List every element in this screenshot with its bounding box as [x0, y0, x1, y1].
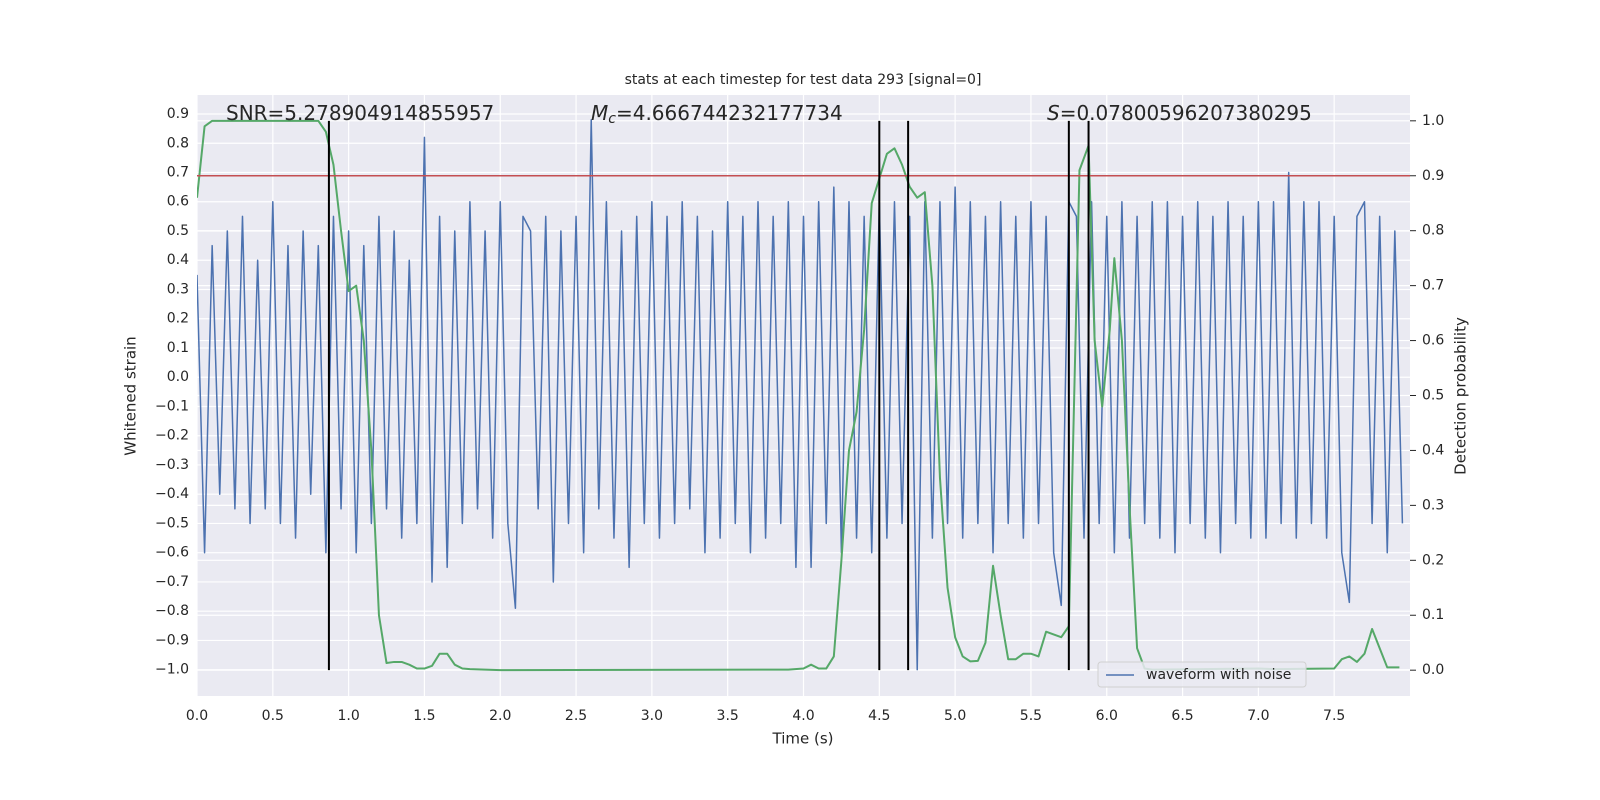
y-tick-label: 0.1	[167, 340, 189, 356]
x-tick-label: 3.0	[641, 708, 663, 724]
marks	[197, 119, 1410, 672]
x-tick-label: 5.0	[944, 708, 966, 724]
y-tick-label: −0.3	[155, 457, 189, 473]
y2-tick-label: 0.3	[1422, 497, 1444, 513]
y-tick-label: 0.0	[167, 369, 189, 385]
series-line	[197, 119, 1404, 671]
y-tick-label: −0.1	[155, 398, 189, 414]
y2-tick-label: 1.0	[1422, 113, 1444, 129]
x-tick-label: 4.0	[792, 708, 814, 724]
y-tick-label: −0.5	[155, 515, 189, 531]
annotation: S=0.07800596207380295	[1047, 101, 1312, 125]
annotation-text: =4.666744232177734	[616, 101, 843, 125]
legend: waveform with noise	[1097, 661, 1307, 688]
annotation-symbol: S	[1047, 101, 1060, 125]
y2-tick-label: 0.0	[1422, 662, 1444, 678]
y2-tick-label: 0.7	[1422, 278, 1444, 294]
y-tick-label: −0.4	[155, 486, 189, 502]
x-tick-label: 2.5	[565, 708, 587, 724]
y2-tick-label: 0.8	[1422, 223, 1444, 239]
y-tick-label: 0.8	[167, 135, 189, 151]
y-tick-label: −0.7	[155, 574, 189, 590]
legend-box	[1097, 661, 1307, 688]
annotation-text: SNR=5.278904914855957	[226, 101, 494, 125]
y-tick-label: 0.5	[167, 223, 189, 239]
y-axis-label: Whitened strain	[122, 336, 140, 455]
annotation-subscript: c	[608, 111, 616, 127]
x-tick-label: 3.5	[717, 708, 739, 724]
y2-axis-label: Detection probability	[1452, 317, 1470, 475]
legend-label: waveform with noise	[1146, 667, 1291, 683]
y-tick-label: −0.9	[155, 632, 189, 648]
labels: stats at each timestep for test data 293…	[122, 72, 1470, 748]
y2-tick-label: 0.2	[1422, 552, 1444, 568]
x-tick-label: 6.0	[1096, 708, 1118, 724]
x-tick-label: 5.5	[1020, 708, 1042, 724]
x-axis-label: Time (s)	[772, 730, 834, 748]
x-tick-label: 4.5	[868, 708, 890, 724]
x-tick-label: 6.5	[1171, 708, 1193, 724]
x-tick-label: 1.0	[337, 708, 359, 724]
annotation-text: =0.07800596207380295	[1060, 101, 1312, 125]
chart-title: stats at each timestep for test data 293…	[625, 72, 982, 88]
y-tick-label: −0.2	[155, 428, 189, 444]
x-tick-label: 7.0	[1247, 708, 1269, 724]
x-tick-label: 7.5	[1323, 708, 1345, 724]
y-tick-label: −0.8	[155, 603, 189, 619]
y2-tick-label: 0.5	[1422, 388, 1444, 404]
x-tick-label: 0.0	[186, 708, 208, 724]
y-tick-label: 0.3	[167, 281, 189, 297]
annotation-symbol: M	[591, 101, 608, 125]
y-tick-label: −1.0	[155, 662, 189, 678]
y-tick-label: 0.6	[167, 194, 189, 210]
x-tick-label: 0.5	[262, 708, 284, 724]
annotation: SNR=5.278904914855957	[226, 101, 494, 125]
y-tick-label: −0.6	[155, 545, 189, 561]
y-tick-label: 0.9	[167, 106, 189, 122]
series-line	[197, 119, 1400, 672]
annotation: Mc=4.666744232177734	[591, 101, 843, 128]
y-tick-label: 0.4	[167, 252, 189, 268]
y-tick-label: 0.7	[167, 165, 189, 181]
y2-tick-label: 0.9	[1422, 168, 1444, 184]
y-tick-label: 0.2	[167, 311, 189, 327]
y2-tick-label: 0.1	[1422, 607, 1444, 623]
y2-tick-label: 0.6	[1422, 333, 1444, 349]
x-tick-label: 1.5	[413, 708, 435, 724]
x-tick-label: 2.0	[489, 708, 511, 724]
y2-tick-label: 0.4	[1422, 442, 1444, 458]
